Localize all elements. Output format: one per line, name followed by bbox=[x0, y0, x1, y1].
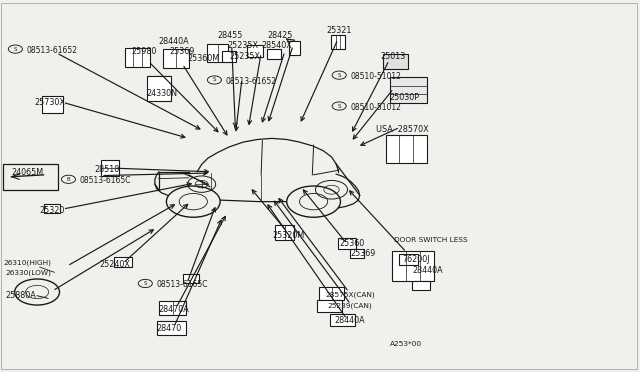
Text: 25239(CAN): 25239(CAN) bbox=[328, 302, 372, 309]
Text: 08513-61652: 08513-61652 bbox=[27, 46, 78, 55]
Text: 25730X: 25730X bbox=[34, 98, 65, 107]
Bar bbox=[319, 286, 344, 300]
Circle shape bbox=[166, 186, 220, 217]
Bar bbox=[330, 314, 355, 326]
Text: 08513-6165C: 08513-6165C bbox=[157, 280, 208, 289]
Bar bbox=[392, 251, 434, 281]
Bar bbox=[275, 225, 294, 240]
Bar bbox=[317, 300, 342, 312]
Bar bbox=[247, 45, 263, 57]
Text: B: B bbox=[67, 177, 70, 182]
Bar bbox=[385, 135, 428, 163]
Bar bbox=[157, 321, 186, 335]
Text: 08510-51012: 08510-51012 bbox=[351, 103, 401, 112]
Circle shape bbox=[395, 99, 401, 103]
Text: 28470: 28470 bbox=[157, 324, 182, 333]
Bar bbox=[45, 203, 61, 213]
Text: S: S bbox=[143, 281, 147, 286]
Text: 28575X(CAN): 28575X(CAN) bbox=[325, 291, 375, 298]
Text: 25235X: 25235X bbox=[227, 41, 258, 50]
Text: 25235X: 25235X bbox=[229, 52, 260, 61]
Text: DOOR SWITCH LESS: DOOR SWITCH LESS bbox=[394, 237, 467, 243]
Text: A253*00: A253*00 bbox=[390, 341, 422, 347]
Bar bbox=[338, 238, 356, 249]
Text: 25880A: 25880A bbox=[5, 291, 36, 300]
Text: 24330N: 24330N bbox=[146, 89, 177, 98]
Text: 26310(HIGH): 26310(HIGH) bbox=[3, 259, 51, 266]
Text: S: S bbox=[212, 77, 216, 83]
Bar bbox=[159, 301, 186, 315]
Bar bbox=[147, 76, 171, 101]
Bar bbox=[350, 249, 364, 258]
Text: 28425: 28425 bbox=[268, 31, 293, 40]
Bar bbox=[267, 49, 281, 59]
Text: 25013: 25013 bbox=[381, 52, 406, 61]
Text: 25369: 25369 bbox=[170, 47, 195, 56]
Bar bbox=[42, 96, 63, 112]
Bar bbox=[412, 281, 430, 290]
Bar bbox=[383, 54, 408, 69]
Text: 28440A: 28440A bbox=[413, 266, 444, 275]
Bar bbox=[289, 41, 300, 55]
Circle shape bbox=[287, 186, 340, 217]
Text: 28470A: 28470A bbox=[159, 305, 189, 314]
Text: S: S bbox=[13, 46, 17, 52]
Text: 25320M: 25320M bbox=[272, 231, 304, 240]
Text: 28440A: 28440A bbox=[334, 316, 365, 325]
Text: 76200J: 76200J bbox=[402, 255, 429, 264]
Text: 25320: 25320 bbox=[40, 206, 65, 215]
Text: 25360: 25360 bbox=[339, 239, 364, 248]
Text: 28510: 28510 bbox=[95, 165, 120, 174]
Text: 25240X: 25240X bbox=[99, 260, 130, 269]
Text: USA  28570X: USA 28570X bbox=[376, 125, 429, 134]
Bar bbox=[207, 44, 228, 62]
Text: 08510-51012: 08510-51012 bbox=[351, 72, 401, 81]
Text: 25369: 25369 bbox=[351, 249, 376, 258]
Text: 25030P: 25030P bbox=[389, 93, 419, 102]
Bar bbox=[331, 35, 345, 49]
Bar bbox=[222, 51, 236, 62]
Text: 25321: 25321 bbox=[326, 26, 352, 35]
Text: S: S bbox=[337, 103, 341, 109]
Bar bbox=[125, 48, 150, 67]
Bar bbox=[390, 77, 427, 103]
Text: 28455: 28455 bbox=[218, 31, 243, 40]
Bar bbox=[399, 254, 418, 265]
Text: 25360M: 25360M bbox=[187, 54, 219, 63]
Text: 25980: 25980 bbox=[131, 47, 157, 56]
Bar bbox=[101, 160, 119, 176]
Bar bbox=[114, 257, 132, 267]
Bar bbox=[163, 49, 189, 68]
Text: 26330(LOW): 26330(LOW) bbox=[5, 269, 51, 276]
Text: 08513-61652: 08513-61652 bbox=[226, 77, 277, 86]
Text: 08513-6165C: 08513-6165C bbox=[80, 176, 131, 185]
Text: 28540X: 28540X bbox=[261, 41, 292, 50]
Text: 28440A: 28440A bbox=[159, 37, 189, 46]
Text: 24065M: 24065M bbox=[12, 169, 44, 177]
Bar bbox=[3, 164, 58, 190]
Bar bbox=[183, 274, 198, 283]
Text: S: S bbox=[337, 73, 341, 78]
